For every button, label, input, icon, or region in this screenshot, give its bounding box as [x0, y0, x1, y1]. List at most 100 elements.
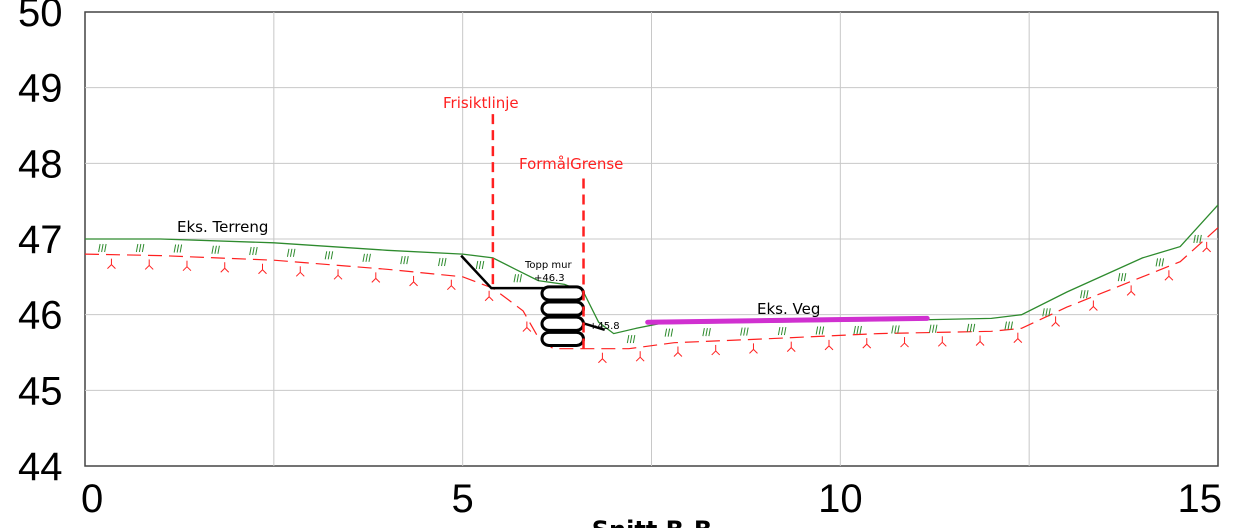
terrain-hatch — [368, 253, 371, 262]
terrain-hatch — [1199, 234, 1202, 244]
terrain-hatch — [406, 256, 409, 265]
terrain-hatch — [330, 251, 334, 260]
terrain-hatch — [705, 328, 708, 337]
terrain-hatch — [626, 334, 630, 344]
y-tick-label: 49 — [18, 67, 63, 111]
subsoil-hatch — [1202, 247, 1208, 253]
terrain-hatch — [783, 326, 787, 336]
terrain-hatch — [211, 245, 214, 254]
wall-top-level-label: +46.3 — [534, 273, 565, 284]
terrain-hatch — [818, 326, 822, 335]
terrain-hatch — [138, 243, 142, 253]
subsoil-hatch — [749, 348, 754, 354]
subsoil-hatch — [148, 265, 154, 270]
terrain-hatch — [934, 324, 938, 333]
terrain-hatch — [897, 325, 900, 334]
terrain-hatch — [403, 256, 406, 265]
subsoil-hatch — [526, 327, 532, 332]
subsoil-hatch — [111, 264, 116, 270]
terrain-hatch — [629, 334, 633, 344]
subsoil-hatch — [337, 274, 343, 280]
terrain-hatch — [176, 244, 180, 253]
terrain-hatch — [289, 248, 293, 257]
subsoil-hatch — [446, 285, 452, 291]
wall-block — [540, 315, 586, 332]
subsoil-hatch — [1017, 338, 1023, 344]
x-tick-label: 0 — [81, 477, 103, 521]
grid — [84, 11, 1219, 467]
terrain-hatch — [1080, 290, 1083, 299]
terrain-hatch — [1120, 273, 1124, 282]
terrain-hatch — [292, 248, 296, 257]
terrain-hatch — [516, 274, 520, 283]
subsoil-hatch — [224, 267, 230, 273]
terrain-hatch — [780, 326, 784, 336]
subsoil-hatch — [715, 350, 721, 356]
subsoil-hatch — [904, 342, 909, 348]
subsoil-hatch — [258, 269, 263, 275]
subsoil-hatch — [1013, 338, 1019, 344]
terrain-hatch — [1007, 321, 1010, 330]
terrain-hatch — [667, 328, 671, 337]
subsoil-hatch — [941, 341, 947, 347]
terrain-hatch — [853, 325, 856, 335]
terrain-hatch — [478, 260, 482, 270]
subsoil-hatch — [1089, 306, 1094, 311]
subsoil-hatch — [786, 347, 792, 352]
subsoil-hatch — [295, 271, 301, 277]
subsoil-hatch — [450, 285, 456, 291]
subsoil-hatch — [1130, 291, 1136, 296]
terrain-hatch — [966, 323, 970, 332]
section-title: Snitt B-B — [592, 516, 712, 528]
subsoil-hatch — [1051, 322, 1056, 327]
subsoil-hatch — [299, 271, 305, 277]
terrain-hatch — [1193, 234, 1196, 244]
terrain-hatch — [815, 326, 819, 335]
terrain-hatch — [969, 323, 973, 332]
axis-tick-labels: 44 45 46 47 48 49 50 0 5 10 15 — [18, 0, 1222, 521]
subsoil-hatch — [635, 356, 641, 362]
road-line — [645, 315, 930, 325]
subsoil-hatch — [144, 265, 150, 270]
subsoil-hatch — [937, 341, 943, 347]
terrain-hatch — [513, 274, 517, 283]
terrain-hatch — [141, 243, 145, 253]
terrain-hatch — [859, 325, 862, 335]
subsoil-hatch — [790, 347, 796, 352]
terrain-hatch — [217, 245, 220, 254]
terrain-hatch — [664, 328, 668, 337]
subsoil-hatch — [1164, 275, 1170, 281]
terrain-hatch — [286, 248, 290, 257]
terrain-hatch — [519, 274, 523, 283]
wall-block — [540, 285, 586, 302]
subsoil-hatch — [1055, 322, 1060, 327]
subsoil-hatch — [598, 358, 603, 364]
subsoil-hatch — [862, 343, 868, 349]
subsoil-hatch — [753, 348, 758, 354]
terrain-hatch — [1045, 308, 1048, 317]
terrain-hatch — [1161, 258, 1165, 267]
wall-foot-level-label: +45.8 — [589, 321, 620, 332]
terrain-hatch — [856, 325, 859, 335]
subsoil-hatch — [975, 341, 981, 346]
terrain-hatch — [362, 253, 365, 262]
terrain-hatch — [444, 257, 447, 267]
x-tick-label: 5 — [452, 477, 474, 521]
subsoil-hatch — [824, 345, 830, 351]
terrain-hatch — [1117, 273, 1121, 282]
terrain-hatch — [252, 246, 255, 256]
terrain-hatch — [249, 246, 252, 256]
y-tick-label: 50 — [18, 0, 63, 35]
subsoil-hatch — [333, 274, 339, 280]
terrain-hatch — [743, 327, 746, 336]
terrain-hatch — [1004, 321, 1007, 330]
terrain-hatch — [708, 328, 711, 337]
terrain-hatch — [702, 328, 705, 337]
y-tick-label: 45 — [18, 369, 63, 413]
subsoil-hatch — [866, 343, 872, 349]
terrain-hatch — [255, 246, 258, 256]
terrain-hatch — [1042, 308, 1045, 317]
terrain-hatch — [324, 251, 328, 260]
annotations: Frisiktlinje FormålGrense Eks. Terreng Eks.… — [177, 94, 820, 528]
subsoil-hatch — [711, 350, 717, 356]
